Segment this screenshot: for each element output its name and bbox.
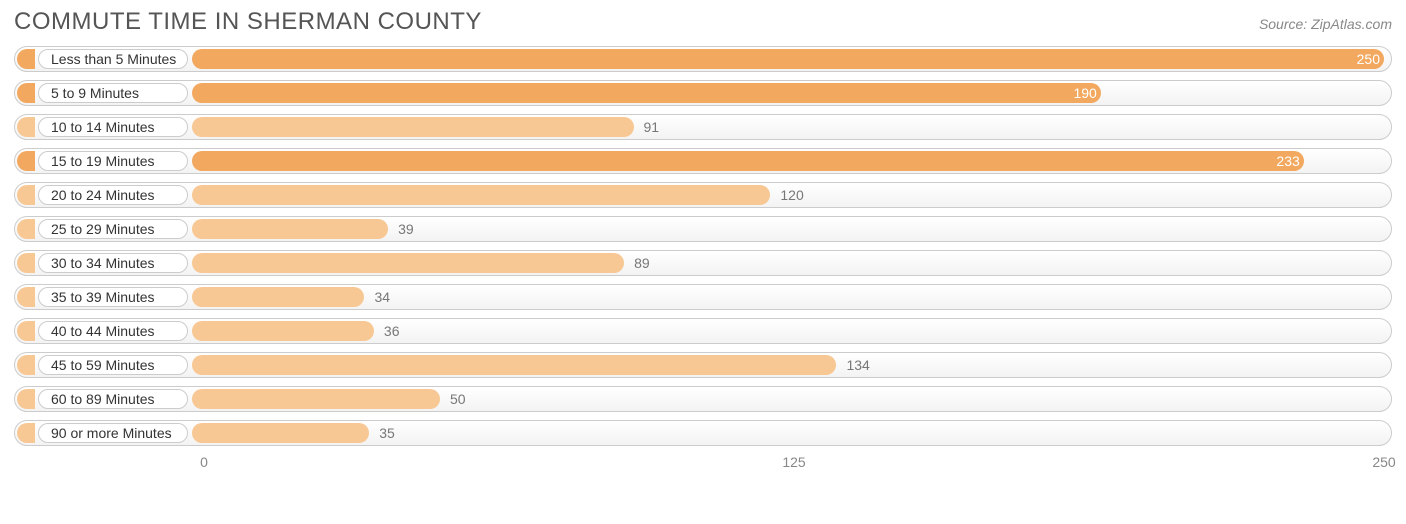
bar-label: 5 to 9 Minutes [38,83,188,103]
bar-fill [192,83,1101,103]
bar-fill [192,253,624,273]
bar-value: 89 [634,250,650,276]
bar-label: 10 to 14 Minutes [38,117,188,137]
bar-label: 40 to 44 Minutes [38,321,188,341]
bar-label: 90 or more Minutes [38,423,188,443]
bar-row: 25 to 29 Minutes 39 [14,216,1392,242]
bar-value: 36 [384,318,400,344]
bar-fill [192,185,770,205]
bar-fill [192,219,388,239]
bar-value: 35 [379,420,395,446]
axis-tick: 125 [782,454,805,470]
bar-fill [192,355,836,375]
bar-fill [192,287,364,307]
bar-fill [192,389,440,409]
bar-cap [17,185,35,205]
bar-value: 91 [644,114,660,140]
bar-fill [192,321,374,341]
bar-row: Less than 5 Minutes 250 [14,46,1392,72]
bar-row: 40 to 44 Minutes 36 [14,318,1392,344]
bar-value: 34 [374,284,390,310]
chart-source: Source: ZipAtlas.com [1259,16,1392,32]
bar-label: 35 to 39 Minutes [38,287,188,307]
bar-row: 60 to 89 Minutes 50 [14,386,1392,412]
axis-tick: 250 [1372,454,1395,470]
bar-value: 190 [1073,80,1096,106]
bar-row: 15 to 19 Minutes 233 [14,148,1392,174]
bar-label: 25 to 29 Minutes [38,219,188,239]
bar-value: 134 [846,352,869,378]
bar-label: Less than 5 Minutes [38,49,188,69]
bar-fill [192,423,369,443]
bar-label: 20 to 24 Minutes [38,185,188,205]
chart-header: COMMUTE TIME IN SHERMAN COUNTY Source: Z… [14,8,1392,36]
bar-value: 120 [780,182,803,208]
bar-cap [17,389,35,409]
bar-label: 60 to 89 Minutes [38,389,188,409]
bar-cap [17,117,35,137]
source-name: ZipAtlas.com [1311,16,1392,32]
bar-row: 5 to 9 Minutes 190 [14,80,1392,106]
bar-cap [17,253,35,273]
axis-tick: 0 [200,454,208,470]
bar-label: 30 to 34 Minutes [38,253,188,273]
bar-label: 45 to 59 Minutes [38,355,188,375]
commute-bar-chart: Less than 5 Minutes 250 5 to 9 Minutes 190 1… [14,46,1392,446]
bar-row: 20 to 24 Minutes 120 [14,182,1392,208]
bar-row: 35 to 39 Minutes 34 [14,284,1392,310]
source-prefix: Source: [1259,16,1311,32]
bar-value: 50 [450,386,466,412]
bar-value: 39 [398,216,414,242]
bar-fill [192,49,1384,69]
bar-cap [17,49,35,69]
bar-cap [17,355,35,375]
bar-fill [192,117,634,137]
chart-title: COMMUTE TIME IN SHERMAN COUNTY [14,8,482,36]
bar-cap [17,287,35,307]
bar-cap [17,83,35,103]
bar-fill [192,151,1304,171]
bar-cap [17,321,35,341]
bar-row: 90 or more Minutes 35 [14,420,1392,446]
bar-row: 45 to 59 Minutes 134 [14,352,1392,378]
bar-cap [17,151,35,171]
bar-cap [17,219,35,239]
bar-label: 15 to 19 Minutes [38,151,188,171]
bar-value: 233 [1276,148,1299,174]
x-axis: 0 125 250 [14,454,1392,474]
bar-cap [17,423,35,443]
bar-row: 10 to 14 Minutes 91 [14,114,1392,140]
bar-row: 30 to 34 Minutes 89 [14,250,1392,276]
bar-value: 250 [1357,46,1380,72]
